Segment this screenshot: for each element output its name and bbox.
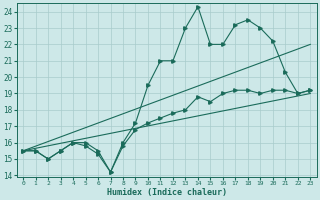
X-axis label: Humidex (Indice chaleur): Humidex (Indice chaleur) xyxy=(107,188,227,197)
